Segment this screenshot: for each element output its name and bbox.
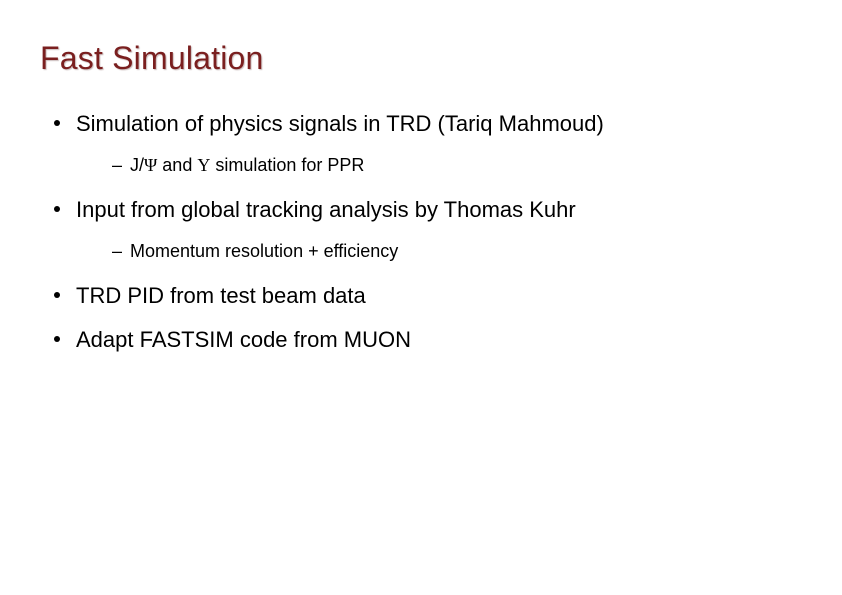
list-item: Simulation of physics signals in TRD (Ta…: [40, 109, 802, 177]
sub-bullet-text: J/Ψ and Υ simulation for PPR: [130, 155, 364, 175]
bullet-text: Input from global tracking analysis by T…: [76, 197, 576, 222]
list-item: Adapt FASTSIM code from MUON: [40, 325, 802, 355]
sub-bullet-text: Momentum resolution + efficiency: [130, 241, 398, 261]
bullet-text: TRD PID from test beam data: [76, 283, 366, 308]
bullet-list: Simulation of physics signals in TRD (Ta…: [40, 109, 802, 354]
list-item: J/Ψ and Υ simulation for PPR: [106, 153, 802, 177]
list-item: TRD PID from test beam data: [40, 281, 802, 311]
list-item: Input from global tracking analysis by T…: [40, 195, 802, 263]
bullet-text: Simulation of physics signals in TRD (Ta…: [76, 111, 604, 136]
sub-bullet-list: Momentum resolution + efficiency: [76, 239, 802, 263]
slide: Fast Simulation Simulation of physics si…: [0, 0, 842, 595]
sub-bullet-list: J/Ψ and Υ simulation for PPR: [76, 153, 802, 177]
slide-title: Fast Simulation: [40, 40, 802, 77]
list-item: Momentum resolution + efficiency: [106, 239, 802, 263]
bullet-text: Adapt FASTSIM code from MUON: [76, 327, 411, 352]
